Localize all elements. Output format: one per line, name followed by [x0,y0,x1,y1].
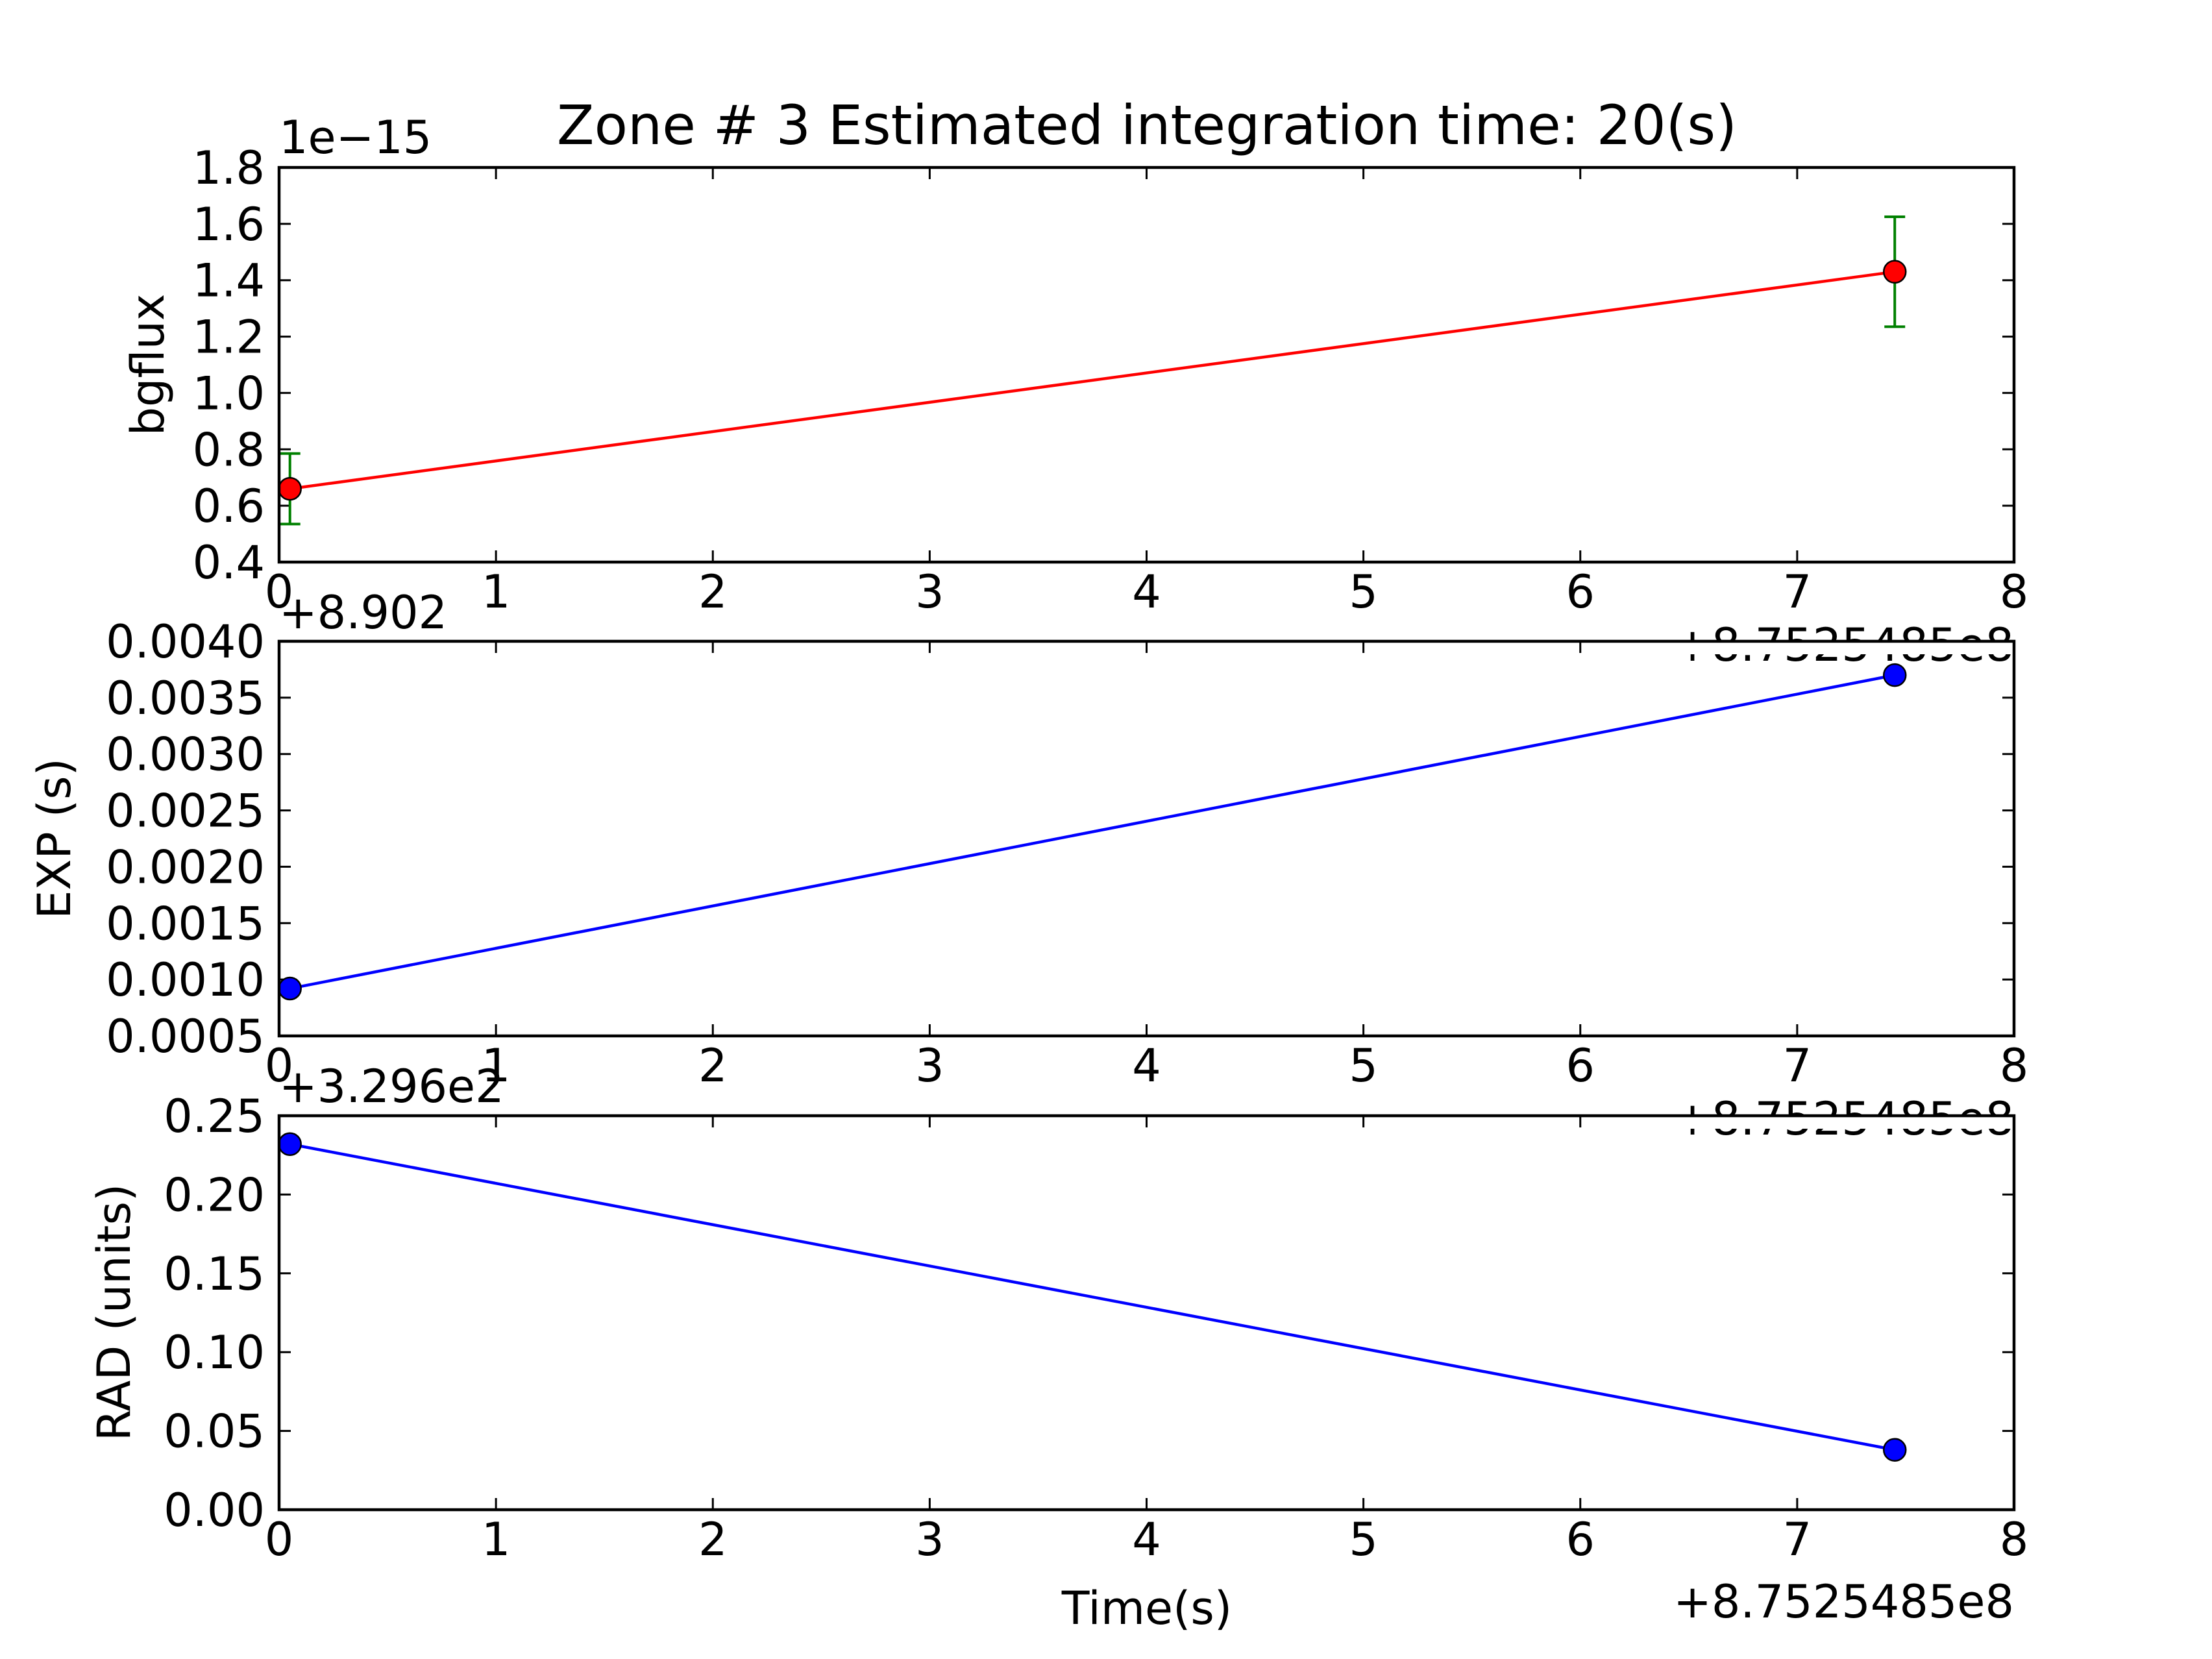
panel-bgflux-plot [278,215,1907,526]
panel-exp-y-offset: +8.902 [279,586,447,639]
panel-bgflux-axes-frame [277,166,2016,564]
panel-exp-xtick-label: 6 [1566,1039,1595,1092]
panel-exp-ytick-label: 0.0040 [106,615,265,669]
panel-bgflux-xtick-label: 3 [915,565,944,619]
panel-bgflux-ytick-label: 1.0 [193,367,265,420]
panel-bgflux-series-line [289,270,1895,491]
panel-exp-ytick-label: 0.0015 [106,897,265,950]
panel-exp-xtick-label: 0 [265,1039,294,1092]
panel-rad-series-line [289,1142,1895,1451]
panel-bgflux-y-offset: 1e−15 [279,111,432,164]
panel-bgflux-ytick-label: 1.8 [193,141,265,195]
panel-bgflux-xtick-label: 4 [1132,565,1161,619]
panel-bgflux-ytick-label: 1.4 [193,254,265,308]
panel-exp-ytick-label: 0.0025 [106,785,265,838]
panel-exp-xtick-label: 3 [915,1039,944,1092]
panel-rad-ytick-label: 0.10 [164,1326,265,1379]
panel-rad-xtick-label: 7 [1783,1513,1812,1566]
panel-rad-xtick-label: 0 [265,1513,294,1566]
panel-exp-series-line [289,673,1895,990]
panel-rad-ytick-label: 0.15 [164,1247,265,1301]
panel-rad-xtick-label: 4 [1132,1513,1161,1566]
panel-exp-top-cover [1623,641,2014,654]
panel-rad-xtick-label: 2 [698,1513,728,1566]
panel-bgflux-data-point [1882,260,1907,284]
panel-exp-axes-frame [277,639,2016,1038]
panel-exp-ylabel: EXP (s) [28,758,81,919]
panel-rad-ytick-label: 0.00 [164,1484,265,1537]
panel-bgflux: 0123456780.40.60.81.01.21.41.61.8+8.7525… [121,111,2028,672]
panel-rad-data-point [1882,1438,1907,1462]
panel-bgflux-xtick-label: 7 [1783,565,1812,619]
panel-bgflux-xtick-label: 1 [482,565,511,619]
panel-rad-y-offset: +3.296e2 [279,1060,504,1113]
panel-exp-xtick-label: 2 [698,1039,728,1092]
panel-bgflux-xtick-label: 6 [1566,565,1595,619]
panel-rad-ytick-label: 0.20 [164,1168,265,1222]
panel-bgflux-ytick-label: 1.6 [193,198,265,251]
panel-bgflux-xtick-label: 5 [1349,565,1378,619]
panel-bgflux-ylabel: bgflux [121,294,175,436]
panel-bgflux-ytick-label: 0.4 [193,536,265,589]
panel-bgflux-data-point [278,476,302,501]
panel-bgflux-ytick-label: 0.6 [193,480,265,533]
panel-exp-ytick-label: 0.0010 [106,953,265,1007]
panel-exp-ytick-label: 0.0035 [106,672,265,725]
panel-rad-top-cover [1623,1116,2014,1129]
panel-bgflux-ticks: 0123456780.40.60.81.01.21.41.61.8+8.7525… [193,141,2029,672]
panel-exp-ytick-label: 0.0030 [106,728,265,781]
panel-rad-ticks: 0 1 2 3 4 5 6 7 8 0.00 0.05 0.10 0.15 0.20 0.25 [164,1090,2028,1566]
panel-rad-data-point [278,1132,302,1156]
panel-exp-plot [278,663,1907,1001]
chart-title: Zone # 3 Estimated integration time: 20(… [557,93,1737,157]
panel-rad-x-offset: +8.7525485e8 [1673,1575,2014,1628]
panel-bgflux-ytick-label: 1.2 [193,311,265,364]
panel-exp-data-point [278,976,302,1001]
panel-exp-xtick-label: 8 [2000,1039,2029,1092]
panel-exp: 0 1 2 3 4 5 6 7 80.00050.00100.00150.00200.00250… [28,586,2028,1146]
panel-rad-ytick-label: 0.25 [164,1090,265,1143]
panel-exp-xtick-label: 7 [1783,1039,1812,1092]
panel-exp-xtick-label: 1 [482,1039,511,1092]
panel-rad-xtick-label: 8 [2000,1513,2029,1566]
panel-bgflux-xtick-label: 0 [265,565,294,619]
panel-exp-xtick-label: 5 [1349,1039,1378,1092]
panel-rad-axes-frame [277,1114,2016,1512]
panel-rad-xtick-label: 3 [915,1513,944,1566]
panel-exp-data-point [1882,663,1907,687]
panel-rad-ytick-label: 0.05 [164,1405,265,1458]
panel-rad-xtick-label: 5 [1349,1513,1378,1566]
panel-bgflux-xtick-label: 2 [698,565,728,619]
panel-rad: 0 1 2 3 4 5 6 7 8 0.00 0.05 0.10 0.15 0.20 0.25 RAD (u… [88,1060,2028,1635]
panel-bgflux-xtick-label: 8 [2000,565,2029,619]
panel-rad-ylabel: RAD (units) [88,1184,141,1442]
panel-rad-plot [278,1132,1907,1462]
panel-exp-ticks: 0 1 2 3 4 5 6 7 80.00050.00100.00150.00200.00250… [106,615,2028,1146]
panel-exp-xtick-label: 4 [1132,1039,1161,1092]
panel-exp-ytick-label: 0.0005 [106,1010,265,1063]
panel-bgflux-ytick-label: 0.8 [193,423,265,476]
panel-exp-ytick-label: 0.0020 [106,841,265,894]
panel-rad-xtick-label: 1 [482,1513,511,1566]
panel-rad-xtick-label: 6 [1566,1513,1595,1566]
panel-rad-xlabel: Time(s) [1061,1582,1232,1635]
